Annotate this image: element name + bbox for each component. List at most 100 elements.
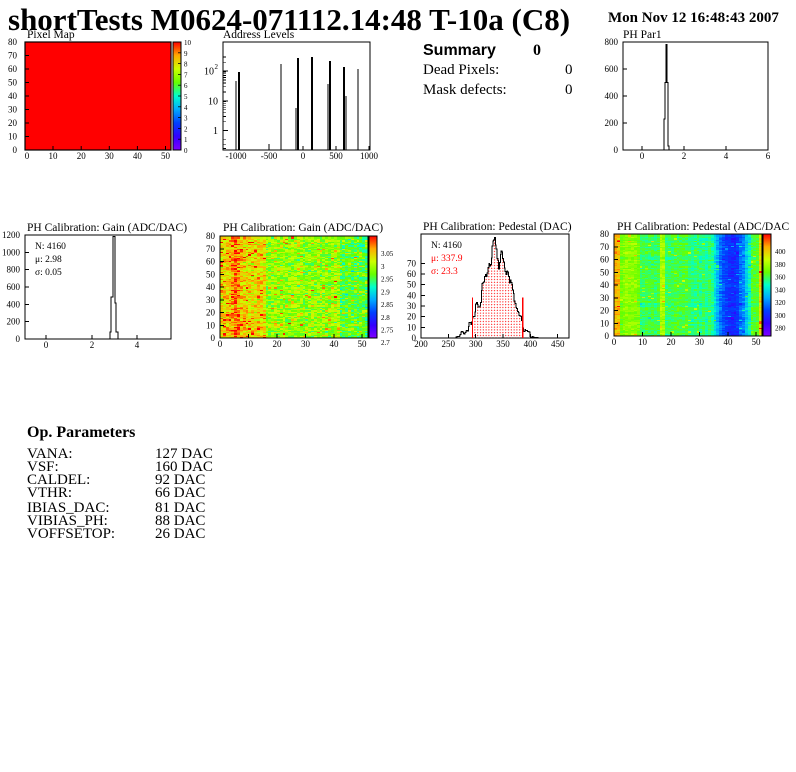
svg-text:280: 280 — [775, 325, 786, 333]
svg-text:200: 200 — [414, 339, 428, 349]
svg-text:0: 0 — [211, 333, 216, 343]
svg-text:50: 50 — [8, 78, 18, 88]
svg-text:400: 400 — [775, 248, 786, 256]
svg-text:60: 60 — [407, 269, 417, 279]
svg-text:0: 0 — [16, 334, 21, 344]
svg-text:4: 4 — [184, 104, 188, 112]
svg-text:2: 2 — [90, 340, 95, 350]
svg-text:70: 70 — [600, 242, 610, 252]
svg-text:1: 1 — [184, 136, 188, 144]
svg-text:30: 30 — [407, 301, 417, 311]
svg-text:20: 20 — [273, 339, 283, 349]
svg-text:40: 40 — [600, 280, 610, 290]
svg-text:500: 500 — [329, 151, 343, 161]
svg-text:N: 4160: N: 4160 — [35, 242, 66, 252]
svg-text:1000: 1000 — [360, 151, 379, 161]
svg-text:2.8: 2.8 — [381, 314, 390, 322]
svg-text:10: 10 — [407, 322, 417, 332]
svg-text:2: 2 — [682, 151, 687, 161]
svg-text:4: 4 — [135, 340, 140, 350]
svg-text:300: 300 — [775, 312, 786, 320]
svg-text:40: 40 — [407, 290, 417, 300]
svg-text:σ: 23.3: σ: 23.3 — [431, 267, 458, 277]
svg-text:10: 10 — [49, 151, 59, 161]
svg-text:0: 0 — [301, 151, 306, 161]
svg-text:200: 200 — [605, 118, 619, 128]
svg-text:2.95: 2.95 — [381, 276, 394, 284]
svg-text:30: 30 — [600, 293, 610, 303]
svg-text:450: 450 — [551, 339, 565, 349]
svg-text:1: 1 — [213, 126, 218, 137]
svg-text:50: 50 — [161, 151, 171, 161]
svg-text:200: 200 — [7, 317, 21, 327]
svg-text:50: 50 — [407, 280, 417, 290]
svg-text:-500: -500 — [261, 151, 278, 161]
svg-text:30: 30 — [8, 105, 18, 115]
svg-text:2.7: 2.7 — [381, 339, 390, 347]
svg-text:3: 3 — [381, 263, 385, 271]
svg-text:60: 60 — [600, 255, 610, 265]
svg-text:50: 50 — [206, 269, 216, 279]
svg-text:0: 0 — [13, 145, 18, 155]
svg-text:800: 800 — [605, 37, 619, 47]
svg-text:30: 30 — [206, 295, 216, 305]
svg-text:0: 0 — [218, 339, 223, 349]
svg-text:2: 2 — [184, 125, 188, 133]
svg-text:2.85: 2.85 — [381, 301, 394, 309]
svg-text:350: 350 — [496, 339, 510, 349]
svg-text:0: 0 — [412, 333, 417, 343]
svg-text:20: 20 — [600, 306, 610, 316]
svg-text:2: 2 — [215, 63, 219, 71]
svg-text:10: 10 — [244, 339, 254, 349]
svg-text:7: 7 — [184, 71, 188, 79]
svg-text:40: 40 — [330, 339, 340, 349]
svg-text:0: 0 — [44, 340, 49, 350]
svg-text:600: 600 — [605, 64, 619, 74]
svg-text:40: 40 — [133, 151, 143, 161]
svg-text:20: 20 — [667, 337, 677, 347]
svg-text:50: 50 — [600, 267, 610, 277]
svg-text:400: 400 — [524, 339, 538, 349]
svg-text:360: 360 — [775, 274, 786, 282]
svg-text:30: 30 — [105, 151, 115, 161]
svg-text:0: 0 — [640, 151, 645, 161]
svg-text:60: 60 — [8, 64, 18, 74]
svg-text:70: 70 — [206, 244, 216, 254]
svg-text:5: 5 — [184, 93, 188, 101]
svg-text:1200: 1200 — [2, 230, 21, 240]
svg-text:0: 0 — [184, 147, 188, 155]
svg-text:8: 8 — [184, 61, 188, 69]
svg-text:60: 60 — [206, 257, 216, 267]
svg-text:σ: 0.05: σ: 0.05 — [35, 268, 62, 278]
svg-text:40: 40 — [8, 91, 18, 101]
svg-text:10: 10 — [638, 337, 648, 347]
svg-text:10: 10 — [204, 67, 214, 78]
svg-text:3.05: 3.05 — [381, 250, 394, 258]
svg-text:40: 40 — [724, 337, 734, 347]
svg-text:20: 20 — [206, 308, 216, 318]
svg-text:10: 10 — [206, 320, 216, 330]
svg-text:80: 80 — [600, 229, 610, 239]
svg-text:70: 70 — [8, 51, 18, 61]
svg-text:1000: 1000 — [2, 247, 21, 257]
svg-text:9: 9 — [184, 50, 188, 58]
svg-text:-1000: -1000 — [226, 151, 247, 161]
svg-text:50: 50 — [752, 337, 762, 347]
svg-text:400: 400 — [605, 91, 619, 101]
svg-text:0: 0 — [612, 337, 617, 347]
svg-text:10: 10 — [184, 39, 192, 47]
svg-text:40: 40 — [206, 282, 216, 292]
svg-text:300: 300 — [469, 339, 483, 349]
svg-text:6: 6 — [766, 151, 771, 161]
svg-text:340: 340 — [775, 286, 786, 294]
svg-text:30: 30 — [301, 339, 311, 349]
svg-text:μ: 337.9: μ: 337.9 — [431, 254, 463, 264]
svg-text:10: 10 — [8, 132, 18, 142]
svg-text:0: 0 — [614, 145, 619, 155]
svg-text:380: 380 — [775, 261, 786, 269]
svg-text:N: 4160: N: 4160 — [431, 241, 462, 251]
svg-text:20: 20 — [8, 118, 18, 128]
svg-text:250: 250 — [442, 339, 456, 349]
svg-text:50: 50 — [358, 339, 368, 349]
svg-text:6: 6 — [184, 82, 188, 90]
